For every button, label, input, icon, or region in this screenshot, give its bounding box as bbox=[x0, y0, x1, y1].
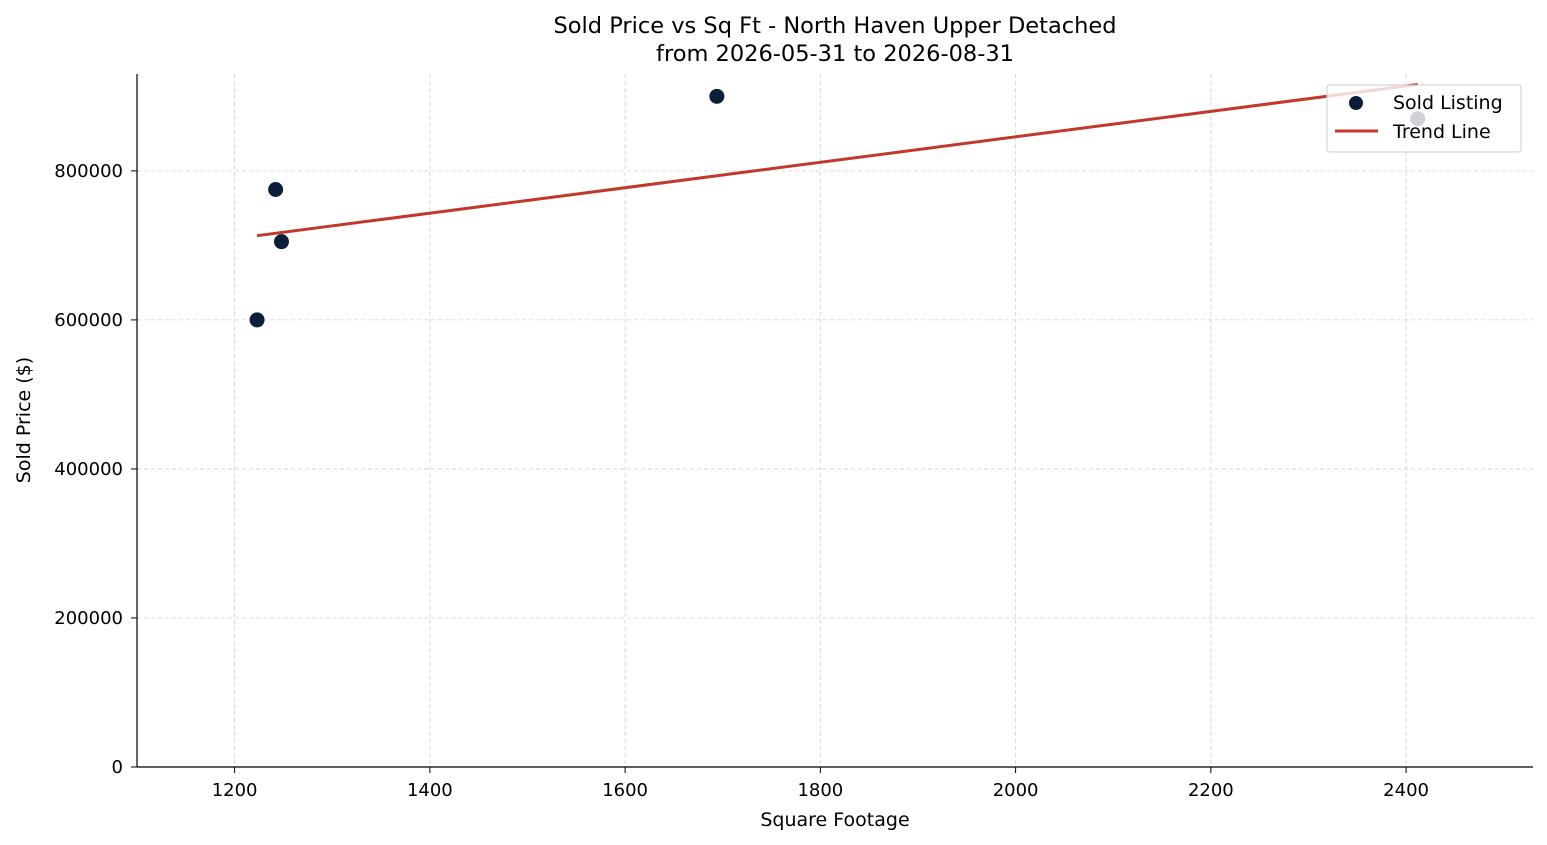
x-tick-label: 1600 bbox=[602, 780, 648, 801]
y-tick-label: 600000 bbox=[54, 310, 123, 331]
x-tick-label: 2400 bbox=[1383, 780, 1429, 801]
sold-listing-point bbox=[249, 312, 265, 328]
y-axis-label: Sold Price ($) bbox=[13, 357, 35, 483]
trend-layer bbox=[256, 82, 1419, 238]
trend-line bbox=[256, 82, 1419, 238]
legend-marker-sold-listing bbox=[1349, 96, 1363, 110]
legend-label-trend-line: Trend Line bbox=[1392, 121, 1491, 143]
legend: Sold Listing Trend Line bbox=[1326, 84, 1522, 153]
y-tick-label: 400000 bbox=[54, 459, 123, 480]
x-tick-label: 1800 bbox=[797, 780, 843, 801]
axes bbox=[136, 74, 1533, 768]
chart-subtitle: from 2026-05-31 to 2026-08-31 bbox=[656, 41, 1014, 67]
points-layer bbox=[249, 88, 1426, 328]
legend-box bbox=[1326, 84, 1522, 153]
chart-title: Sold Price vs Sq Ft - North Haven Upper … bbox=[553, 13, 1116, 39]
x-axis-label: Square Footage bbox=[760, 809, 909, 831]
sold-listing-point bbox=[268, 182, 284, 197]
y-tick-label: 800000 bbox=[54, 161, 123, 182]
legend-label-sold-listing: Sold Listing bbox=[1393, 92, 1503, 114]
grid bbox=[137, 74, 1533, 768]
x-tick-label: 2000 bbox=[993, 780, 1039, 801]
y-tick-label: 0 bbox=[112, 757, 123, 778]
x-tick-label: 2200 bbox=[1188, 780, 1234, 801]
x-tick-label: 1400 bbox=[407, 780, 453, 801]
ticks: 1200 1400 1600 1800 2000 2200 2400 0 200000 40000… bbox=[54, 161, 1429, 801]
sold-listing-point bbox=[709, 88, 725, 104]
x-tick-label: 1200 bbox=[212, 780, 258, 801]
sold-listing-point bbox=[273, 234, 289, 250]
y-tick-label: 200000 bbox=[54, 608, 123, 629]
